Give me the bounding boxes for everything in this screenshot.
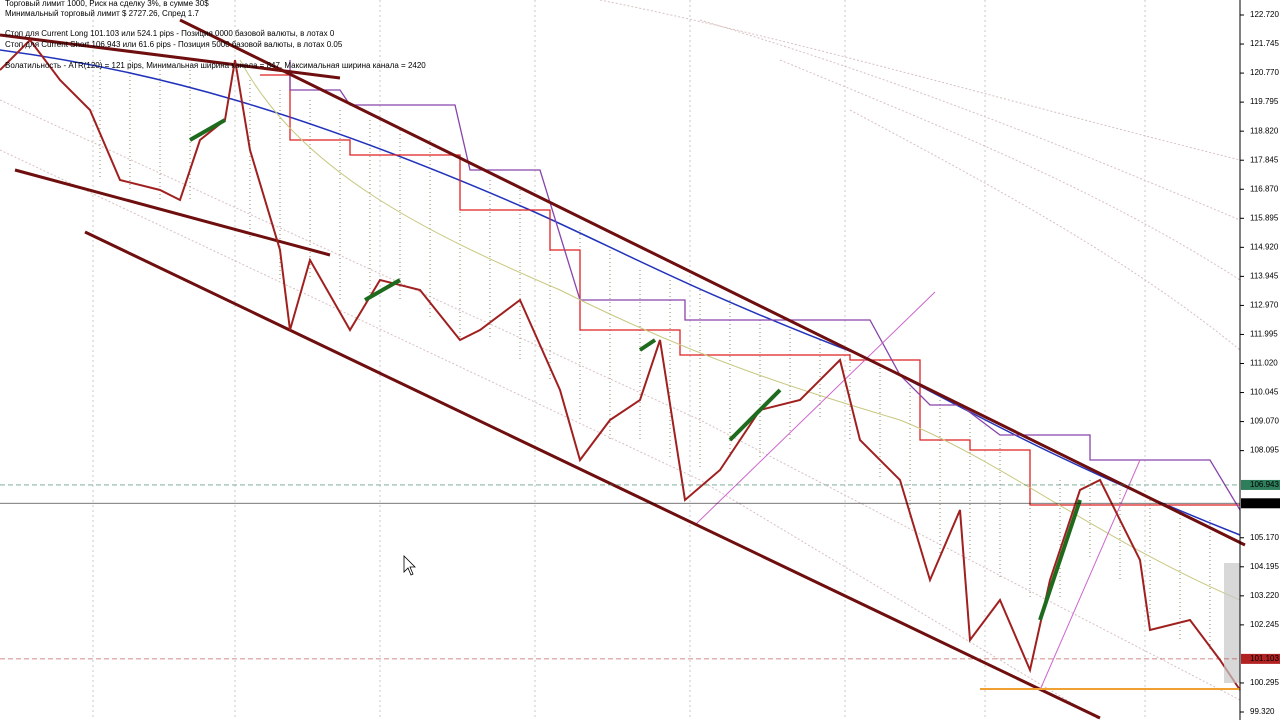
tick-label: 117.845 bbox=[1250, 155, 1279, 164]
tick-label: 120.770 bbox=[1250, 68, 1279, 77]
info-block: Торговый лимит 1000, Риск на сделку 3%, … bbox=[5, 0, 426, 70]
tick-label: 121.745 bbox=[1250, 39, 1279, 48]
price-tag bbox=[1241, 479, 1280, 490]
price-tag bbox=[1241, 653, 1280, 664]
plot-area bbox=[0, 0, 1240, 720]
tick-label: 122.720 bbox=[1250, 10, 1279, 19]
tick-label: 109.070 bbox=[1250, 417, 1279, 426]
tick-label: 108.095 bbox=[1250, 446, 1279, 455]
tick-label: 114.920 bbox=[1250, 242, 1279, 251]
info-line: Торговый лимит 1000, Риск на сделку 3%, … bbox=[5, 0, 209, 8]
price-tag bbox=[1241, 498, 1280, 509]
tick-label: 112.970 bbox=[1250, 301, 1279, 310]
envelope-lines bbox=[0, 0, 1241, 720]
info-line: Стоп для Current Short 106.943 или 61.6 … bbox=[5, 40, 343, 49]
tick-label: 113.945 bbox=[1250, 271, 1279, 280]
price-path bbox=[0, 38, 1241, 691]
price-tag-label: 106.327 bbox=[1250, 498, 1279, 507]
tick-label: 103.220 bbox=[1250, 591, 1279, 600]
tick-label: 104.195 bbox=[1250, 562, 1279, 571]
price-axis: 122.720 121.745 120.770 119.795 118.820 117.8… bbox=[1240, 10, 1280, 716]
tick-label: 100.295 bbox=[1250, 678, 1279, 687]
selection-box bbox=[1224, 563, 1240, 683]
tick-label: 102.245 bbox=[1250, 620, 1279, 629]
info-line: Стоп для Current Long 101.103 или 524.1 … bbox=[5, 29, 335, 38]
price-tag-label: 106.943 bbox=[1250, 480, 1279, 489]
cloud-hatch bbox=[99, 60, 1211, 650]
tick-label: 110.045 bbox=[1250, 388, 1279, 397]
price-tag-label: 101.103 bbox=[1250, 654, 1279, 663]
tick-label: 111.995 bbox=[1250, 330, 1278, 339]
tick-label: 99.320 bbox=[1250, 707, 1275, 716]
tick-label: 115.895 bbox=[1250, 213, 1279, 222]
tick-label: 116.870 bbox=[1250, 184, 1279, 193]
tick-label: 111.020 bbox=[1250, 359, 1278, 368]
info-line: Волатильность - ATR(120) = 121 pips, Мин… bbox=[5, 61, 426, 70]
info-line: Минимальный торговый лимит $ 2727.26, Сп… bbox=[5, 9, 199, 18]
tick-label: 119.795 bbox=[1250, 97, 1279, 106]
mouse-cursor bbox=[403, 555, 416, 576]
tick-label: 118.820 bbox=[1250, 126, 1279, 135]
tick-label: 105.170 bbox=[1250, 533, 1279, 542]
